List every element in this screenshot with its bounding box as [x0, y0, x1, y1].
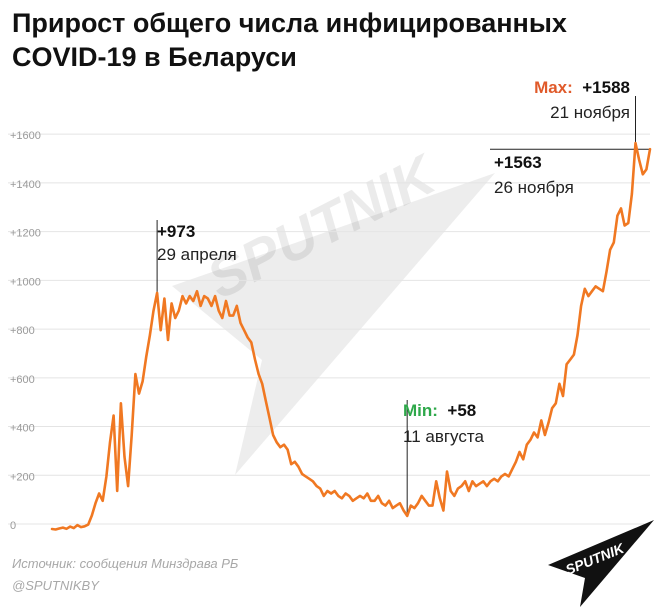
source-note: Источник: сообщения Минздрава РБ — [12, 556, 239, 571]
max-annotation: Max: +1588 — [534, 78, 630, 97]
min-value: +58 — [447, 401, 476, 420]
last-value: +1563 — [494, 153, 542, 172]
y-tick-label: +600 — [10, 374, 35, 386]
y-tick-label: +1200 — [10, 228, 41, 240]
peak1-date: 29 апреля — [157, 245, 237, 264]
peak1-value: +973 — [157, 222, 195, 241]
series-line — [50, 141, 652, 531]
social-handle: @SPUTNIKBY — [12, 578, 99, 593]
annotation-lines — [156, 96, 650, 516]
y-tick-label: +200 — [10, 471, 35, 483]
y-axis: 0 +200 +400 +600 +800 +1000 +1200 +1400 +1600 — [10, 130, 41, 532]
last-date: 26 ноября — [494, 178, 574, 197]
sputnik-logo: SPUTNIK — [548, 520, 654, 607]
max-date: 21 ноября — [550, 103, 630, 122]
y-tick-label: +1000 — [10, 276, 41, 288]
max-value: +1588 — [582, 78, 630, 97]
min-date: 11 августа — [403, 427, 484, 446]
y-tick-label: +1400 — [10, 179, 41, 191]
y-tick-label: 0 — [10, 520, 16, 532]
watermark — [172, 173, 495, 475]
y-tick-label: +400 — [10, 423, 35, 435]
min-label: Min: — [403, 401, 438, 420]
max-label: Max: — [534, 78, 573, 97]
chart-title: Прирост общего числа инфицированных COVI… — [12, 8, 567, 72]
y-tick-label: +800 — [10, 325, 35, 337]
y-tick-label: +1600 — [10, 130, 41, 142]
min-annotation: Min: +58 — [403, 401, 476, 420]
